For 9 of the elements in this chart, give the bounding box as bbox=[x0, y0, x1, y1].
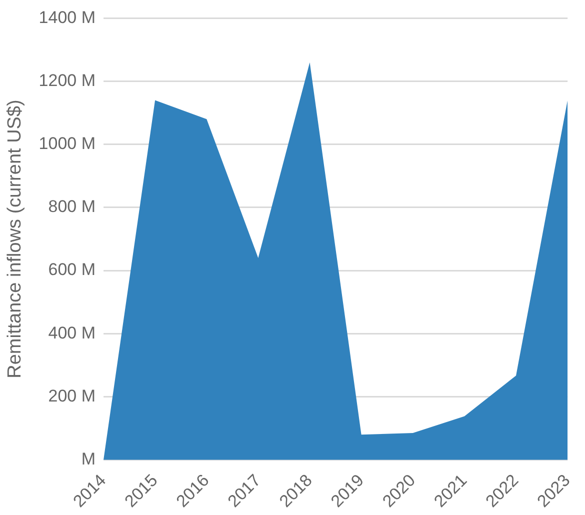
y-tick-label: 1400 M bbox=[38, 8, 96, 27]
y-tick-label: 600 M bbox=[48, 260, 96, 280]
y-tick-label: 1000 M bbox=[38, 134, 96, 154]
y-axis-title: Remittance inflows (current US$) bbox=[4, 100, 26, 378]
y-tick-label: 400 M bbox=[48, 323, 96, 342]
y-tick-label: 1200 M bbox=[38, 70, 96, 90]
y-tick-label: 200 M bbox=[48, 386, 96, 406]
y-tick-label: M bbox=[81, 450, 96, 469]
y-tick-label: 800 M bbox=[48, 197, 96, 216]
